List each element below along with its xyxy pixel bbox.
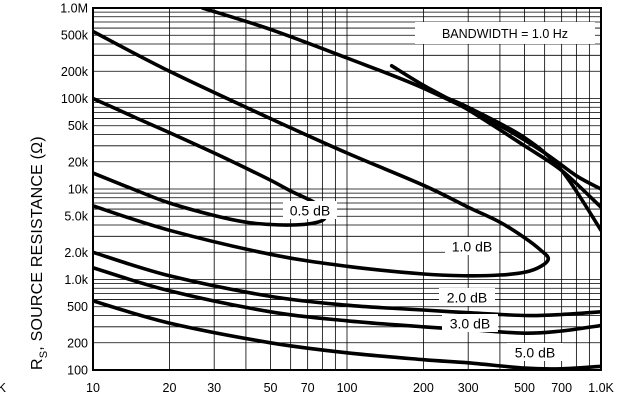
x-tick-label: 10 — [86, 381, 100, 395]
x-axis-label-fragment: K — [0, 381, 7, 395]
y-tick-label: 1.0k — [64, 273, 88, 287]
y-tick-label: 20k — [68, 155, 89, 169]
y-tick-label: 100k — [61, 92, 89, 106]
curve-label: 0.5 dB — [283, 201, 337, 219]
x-tick-label: 700 — [551, 381, 572, 395]
curve-label-bg — [442, 314, 498, 332]
curves — [93, 8, 601, 370]
bandwidth-note-text: BANDWIDTH = 1.0 Hz — [442, 27, 568, 41]
y-axis-label-rest: , SOURCE RESISTANCE (Ω) — [29, 136, 46, 351]
x-tick-label: 200 — [413, 381, 434, 395]
curve-1-0-dB — [93, 29, 551, 278]
x-tick-label: 20 — [163, 381, 177, 395]
curve-label: 2.0 dB — [439, 288, 495, 306]
curve-label-text: 2.0 dB — [447, 290, 487, 306]
curve-label: 5.0 dB — [507, 343, 563, 361]
curve-label-text: 3.0 dB — [450, 316, 490, 332]
x-tick-label: 30 — [207, 381, 221, 395]
y-axis-label-sub: S — [38, 351, 50, 359]
y-tick-label: 50k — [68, 119, 89, 133]
bandwidth-note: BANDWIDTH = 1.0 Hz — [415, 22, 595, 44]
curve-label-bg — [439, 288, 495, 306]
x-tick-label: 300 — [458, 381, 479, 395]
y-axis-label-main: R — [29, 358, 46, 370]
y-tick-label: 1.0M — [60, 2, 88, 16]
curve-label-bg — [445, 237, 499, 255]
y-tick-label: 200 — [67, 336, 88, 350]
curve-3-0-dB — [93, 265, 601, 336]
y-tick-label: 200k — [61, 65, 89, 79]
curve-unlabeled-7 — [446, 96, 601, 233]
x-tick-label: 500 — [514, 381, 535, 395]
y-tick-label: 5.0k — [64, 210, 88, 224]
y-axis-label: RS, SOURCE RESISTANCE (Ω) — [29, 136, 50, 370]
y-tick-label: 500 — [67, 300, 88, 314]
bandwidth-note-bg — [415, 22, 595, 44]
curve-label-text: 1.0 dB — [452, 239, 492, 255]
curve-label-text: 5.0 dB — [515, 345, 555, 361]
curve-label: 1.0 dB — [445, 237, 499, 255]
x-tick-label: 50 — [264, 381, 278, 395]
y-tick-label: 500k — [61, 29, 89, 43]
labels: 0.5 dB 1.0 dB 2.0 dB 3.0 dB 5.0 dB BANDWIDTH … — [0, 22, 595, 395]
x-tick-label: 70 — [301, 381, 315, 395]
curve-2-0-dB — [93, 250, 601, 318]
curve-label-bg — [283, 201, 337, 219]
y-tick-label: 100 — [67, 364, 88, 378]
curve-label: 3.0 dB — [442, 314, 498, 332]
y-tick-label: 10k — [68, 183, 89, 197]
x-tick-label: 1.0K — [588, 381, 614, 395]
curve-5-0-dB — [93, 299, 601, 370]
x-tick-label: 100 — [337, 381, 358, 395]
plot-frame — [92, 7, 602, 371]
curve-label-bg — [507, 343, 563, 361]
axes: 10 20 30 50 70 100 200 300 500 700 1.0K 100 200 500 1.… — [60, 2, 614, 396]
y-tick-label: 2.0k — [64, 246, 88, 260]
curve-label-text: 0.5 dB — [290, 203, 330, 219]
